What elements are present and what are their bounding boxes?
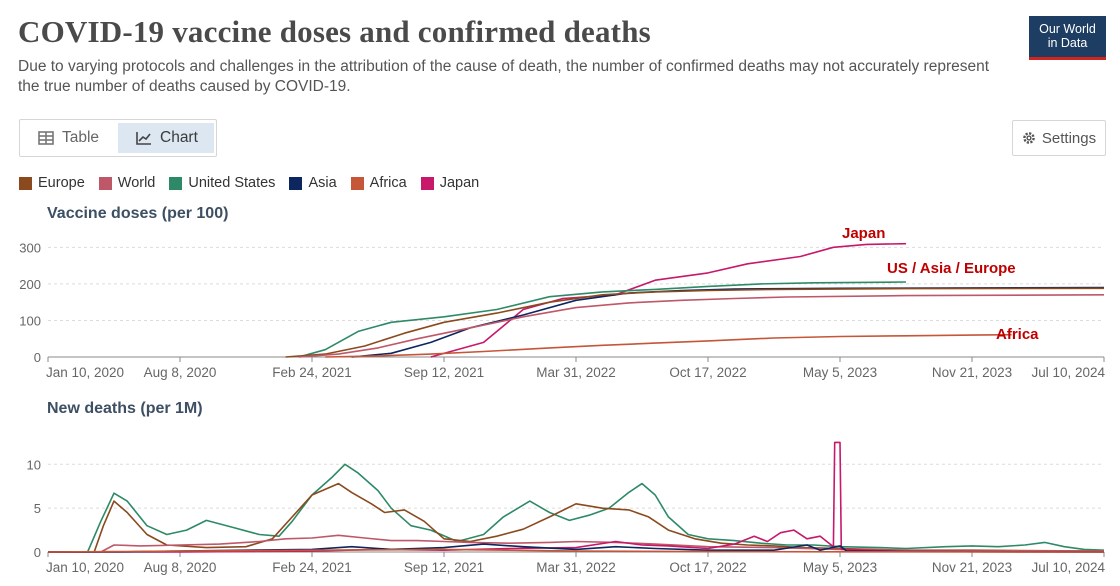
series-line-japan[interactable]	[430, 242, 907, 358]
x-tick-label: Feb 24, 2021	[272, 560, 352, 575]
vaccine-chart-title: Vaccine doses (per 100)	[47, 205, 229, 222]
settings-label: Settings	[1041, 129, 1097, 147]
series-line-africa[interactable]	[47, 548, 1105, 553]
legend-swatch	[19, 176, 32, 190]
x-tick-label: Mar 31, 2022	[536, 560, 616, 575]
y-tick-label: 200	[19, 277, 41, 292]
series-line-united-states[interactable]	[48, 463, 1105, 553]
y-tick-label: 100	[19, 313, 41, 328]
y-tick-label: 5	[34, 501, 41, 516]
annotation-label: Africa	[996, 326, 1039, 343]
logo-line-2: in Data	[1047, 36, 1088, 50]
chart-title: COVID-19 vaccine doses and confirmed dea…	[18, 14, 651, 49]
legend: Europe World United States Asia Africa J…	[19, 175, 479, 191]
y-tick-label: 0	[34, 545, 41, 560]
series-line-africa[interactable]	[325, 333, 1012, 358]
x-tick-label: Oct 17, 2022	[669, 560, 746, 575]
series-line-europe[interactable]	[285, 287, 1105, 358]
series-line-world[interactable]	[298, 294, 1105, 358]
legend-item-world[interactable]: World	[98, 175, 156, 191]
deaths-chart-title: New deaths (per 1M)	[47, 400, 203, 417]
series-line-japan[interactable]	[48, 441, 1105, 553]
x-tick-label: Sep 12, 2021	[404, 365, 484, 380]
legend-label: World	[117, 175, 156, 191]
legend-item-japan[interactable]: Japan	[420, 175, 480, 191]
owid-logo[interactable]: Our World in Data	[1029, 16, 1106, 60]
gear-icon	[1023, 132, 1035, 144]
legend-swatch	[420, 176, 434, 190]
series-line-united-states[interactable]	[298, 281, 907, 358]
legend-swatch	[350, 176, 364, 190]
x-tick-label: Mar 31, 2022	[536, 365, 616, 380]
legend-label: Japan	[439, 175, 480, 191]
tab-chart-label: Chart	[160, 129, 198, 146]
x-tick-label: Jul 10, 2024	[1031, 560, 1105, 575]
x-tick-label: Aug 8, 2020	[144, 365, 217, 380]
y-tick-label: 10	[27, 457, 41, 472]
x-tick-label: Nov 21, 2023	[932, 365, 1012, 380]
legend-swatch	[98, 176, 112, 190]
legend-item-africa[interactable]: Africa	[350, 175, 407, 191]
view-tabs: Table Chart	[19, 119, 217, 157]
x-tick-label: Jul 10, 2024	[1031, 365, 1105, 380]
vaccine-doses-chart: 0 100 200 300 Jan 10, 2020 Aug 8, 2020 Feb 24,…	[19, 225, 1105, 380]
legend-label: Africa	[369, 175, 407, 191]
x-tick-label: Jan 10, 2020	[46, 365, 124, 380]
legend-label: Asia	[308, 175, 337, 191]
legend-swatch	[289, 176, 303, 190]
x-tick-label: Aug 8, 2020	[144, 560, 217, 575]
annotation-label: Japan	[842, 225, 885, 242]
legend-label: United States	[188, 175, 276, 191]
new-deaths-chart: 0 5 10 Jan 10, 2020 Aug 8, 2020 Feb 24, 2021 S…	[27, 441, 1105, 575]
legend-item-united-states[interactable]: United States	[169, 175, 275, 191]
table-icon	[38, 131, 54, 145]
y-tick-label: 300	[19, 240, 41, 255]
tab-chart[interactable]: Chart	[118, 123, 214, 153]
series-line-world[interactable]	[48, 534, 1105, 553]
x-tick-label: Oct 17, 2022	[669, 365, 746, 380]
x-tick-label: Feb 24, 2021	[272, 365, 352, 380]
legend-label: Europe	[38, 175, 85, 191]
x-tick-label: May 5, 2023	[803, 365, 877, 380]
x-tick-label: Nov 21, 2023	[932, 560, 1012, 575]
legend-swatch	[169, 176, 183, 190]
x-tick-label: May 5, 2023	[803, 560, 877, 575]
tab-table-label: Table	[62, 129, 100, 146]
chart-subtitle: Due to varying protocols and challenges …	[18, 58, 990, 95]
x-tick-label: Jan 10, 2020	[46, 560, 124, 575]
y-tick-label: 0	[34, 350, 41, 365]
annotation-label: US / Asia / Europe	[887, 260, 1016, 277]
settings-button[interactable]: Settings	[1012, 120, 1106, 156]
legend-item-europe[interactable]: Europe	[19, 175, 85, 191]
line-chart-icon	[136, 132, 151, 145]
x-tick-label: Sep 12, 2021	[404, 560, 484, 575]
legend-item-asia[interactable]: Asia	[289, 175, 337, 191]
logo-line-1: Our World	[1039, 22, 1096, 36]
tab-table[interactable]: Table	[38, 123, 99, 153]
